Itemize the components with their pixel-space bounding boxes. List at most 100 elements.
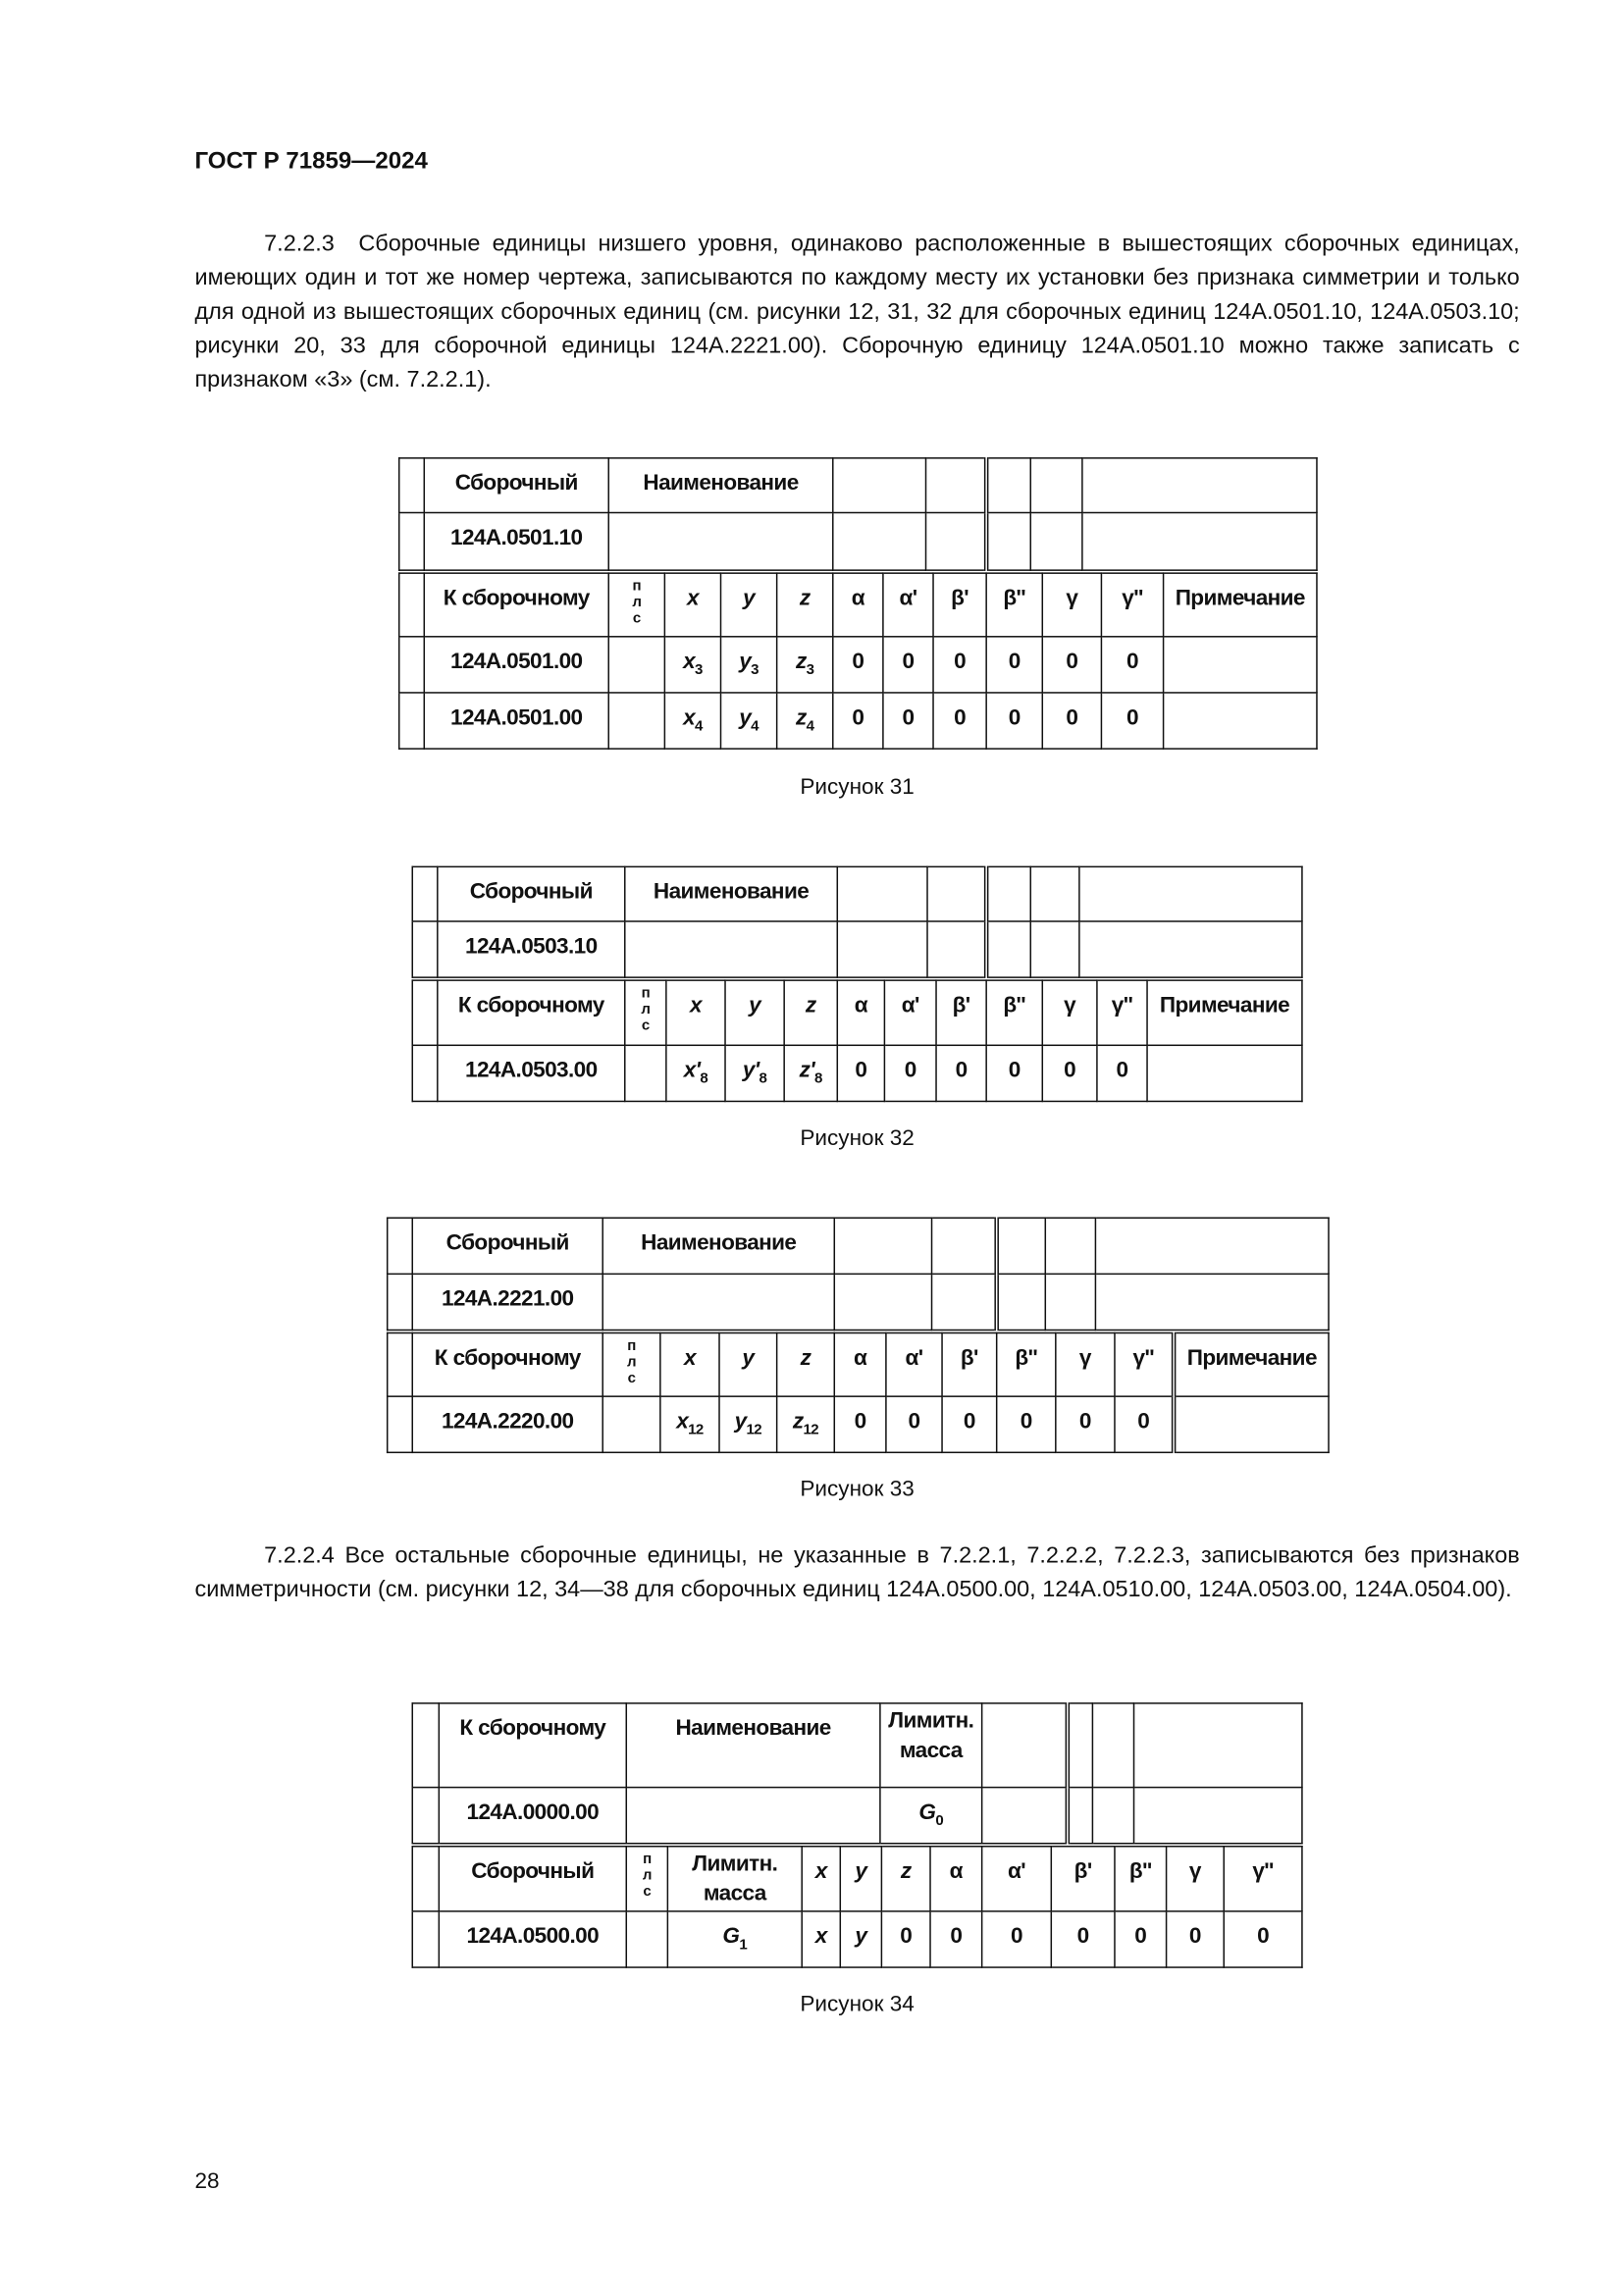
cell-text [414,1047,437,1058]
table-cell [980,1702,1069,1789]
table-cell: γ [1165,1846,1225,1912]
cell-text [1094,1704,1132,1715]
table-cell: β'' [1114,1846,1168,1912]
cell-text: Сборочный [454,470,579,496]
symbol: x [676,1408,689,1435]
cell-text [610,514,832,525]
cell-text [414,1912,438,1923]
table-cell [607,511,834,571]
figure-table-body-section: К сборочному п л с x y z α α' β' β'' γ γ'' Примечан… [411,979,1303,1103]
table-cell [1094,1217,1330,1276]
table-cell: z [880,1846,931,1912]
cell-text: β' [951,585,969,611]
table-cell [411,865,439,922]
table-cell [924,457,987,514]
cell-text: 0 [1008,1058,1021,1083]
table-cell: z [775,1331,836,1397]
table-cell [1029,511,1083,571]
table-cell: 0 [885,1395,943,1454]
symbol: y [739,649,752,675]
table-cell [1081,511,1318,571]
table-cell [602,1273,836,1331]
symbol-subscript: 4 [695,718,703,735]
cell-text [1083,459,1315,470]
table-cell [983,920,1032,978]
cell-symbol: z [778,1334,833,1371]
cell-text [1032,514,1081,525]
cell-text [1047,1276,1094,1286]
table-cell [411,1702,441,1789]
symbol: z' [799,1058,815,1083]
cell-text [400,459,423,470]
cell-symbol: x [661,1334,717,1371]
cell-symbol: x'8 [667,1047,723,1088]
symbol-subscript: 8 [700,1070,708,1088]
table-cell: x12 [659,1395,720,1454]
table-cell: x [801,1910,842,1968]
cell-text: 0 [1064,1058,1076,1083]
table-cell [397,457,426,514]
table-row: К сборочному Наименование Лимитн. масса [411,1702,1303,1789]
symbol: z [795,704,807,731]
table-cell: y'8 [724,1044,785,1103]
cell-text: Примечание [1175,585,1306,611]
table-cell: z4 [775,692,834,750]
symbol: G [918,1800,936,1825]
cell-text [839,868,926,879]
table-cell: К сборочному [437,979,626,1047]
cell-text [1072,1789,1091,1800]
table-row: 124А.0503.10 [411,920,1303,978]
table-cell: α' [882,572,934,638]
table-cell [836,920,928,978]
paragraph-text: Сборочные единицы низшего уровня, одинак… [194,232,1520,392]
cell-text: 0 [1078,1408,1092,1435]
table-cell: Наименование [602,1217,836,1276]
table-cell: Сборочный [437,865,626,922]
cell-text: γ'' [1252,1858,1274,1885]
cell-symbol: z [883,1848,929,1885]
paragraph-text: Все остальные сборочные единицы, не указ… [194,1542,1520,1602]
cell-text: Наименование [641,1230,797,1256]
cell-text [414,982,437,993]
cell-text: 0 [1188,1923,1202,1950]
table-cell: β' [1050,1846,1116,1912]
table-cell [624,1044,667,1103]
cell-text [991,514,1029,525]
symbol-subscript: 8 [814,1070,822,1088]
table-cell: α [836,979,886,1047]
table-cell [602,1395,661,1454]
figure-table-body-section: К сборочному п л с x y z α α' β' β'' γ γ'' Примечан… [397,572,1318,750]
cell-symbol: y [722,575,775,611]
table-cell: x [663,572,722,638]
cell-text [400,575,423,586]
symbol: y [742,1345,755,1371]
table-cell [926,920,987,978]
table-cell: y4 [719,692,778,750]
table-cell: z'8 [783,1044,839,1103]
table-cell [924,511,987,571]
cell-text: γ'' [1122,585,1143,611]
symbol: x [683,649,696,675]
cell-text [414,1704,438,1715]
cell-text [927,514,984,525]
cell-text [991,923,1029,934]
table-cell: 0 [1096,1044,1148,1103]
table-cell [411,979,439,1047]
cell-text: Примечание [1159,992,1290,1018]
table-cell: 0 [1100,692,1165,750]
table-cell [983,865,1032,922]
cell-symbol: z12 [778,1398,833,1438]
cell-text [836,1220,930,1230]
cell-text [414,923,437,934]
table-cell: 0 [832,636,884,694]
cell-text: 124А.0501.00 [449,704,583,731]
table-cell [1091,1702,1135,1789]
cell-text: 0 [950,1923,963,1950]
cell-text [389,1220,411,1230]
cell-text [1094,1789,1132,1800]
cell-text: 0 [852,704,864,731]
paragraph-7-2-2-3: 7.2.2.3 Сборочные единицы низшего уровня… [194,228,1519,397]
cell-text: 124А.0500.00 [466,1923,600,1950]
cell-text [1083,514,1315,525]
cell-text: п л с [632,578,642,628]
